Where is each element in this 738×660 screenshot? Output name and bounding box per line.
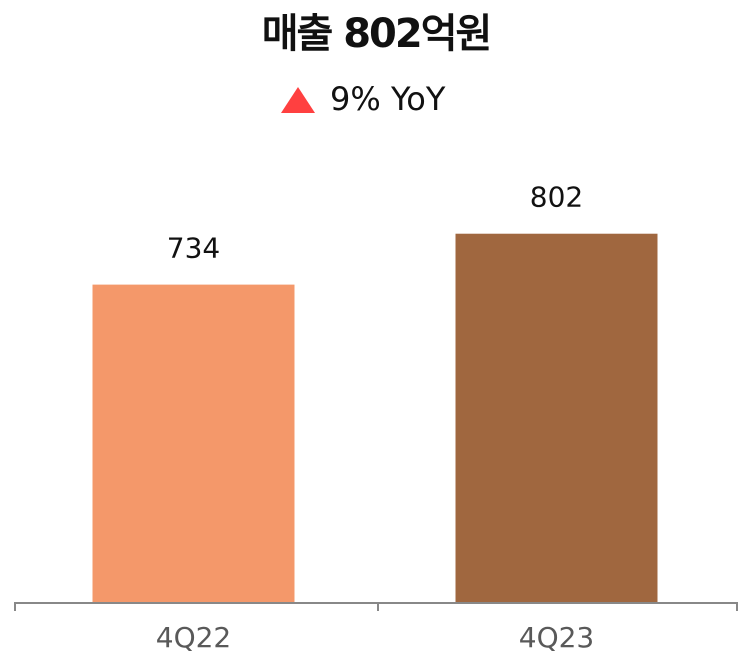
x-tick-label: 4Q23 xyxy=(519,621,594,654)
bar xyxy=(92,284,295,602)
chart-subtitle: 9% YoY xyxy=(330,80,446,118)
chart-title: 매출 802억원 xyxy=(262,11,491,57)
value-label: 802 xyxy=(530,181,583,214)
x-tick-label: 4Q22 xyxy=(156,621,231,654)
value-label: 734 xyxy=(167,232,220,265)
bar xyxy=(455,233,658,602)
up-triangle-icon xyxy=(281,87,315,113)
